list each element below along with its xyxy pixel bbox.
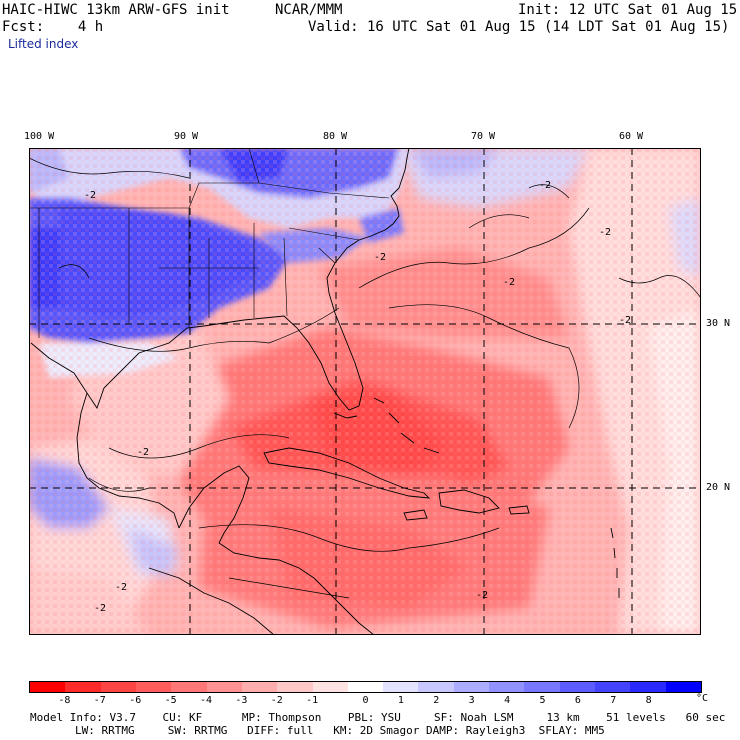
colorbar-tick: -3 bbox=[235, 695, 248, 706]
map-frame bbox=[29, 148, 701, 635]
colorbar-swatch bbox=[171, 682, 207, 692]
colorbar-tick: 7 bbox=[610, 695, 617, 706]
agency-label: NCAR/MMM bbox=[275, 2, 343, 18]
lon-label-60w: 60 W bbox=[619, 131, 644, 142]
colorbar-swatch bbox=[277, 682, 313, 692]
colorbar-swatch bbox=[418, 682, 454, 692]
colorbar-tick: -1 bbox=[306, 695, 319, 706]
model-info-line-2: LW: RRTMG SW: RRTMG DIFF: full KM: 2D Sm… bbox=[75, 724, 605, 737]
colorbar-tick: -2 bbox=[270, 695, 283, 706]
colorbar-swatch bbox=[241, 682, 278, 692]
contour-label: -2 bbox=[137, 447, 149, 458]
colorbar-tick: 3 bbox=[468, 695, 475, 706]
contour-label: -2 bbox=[115, 582, 127, 593]
colorbar-swatch bbox=[135, 682, 172, 692]
lat-lon-grid bbox=[29, 148, 701, 635]
colorbar-tick: 8 bbox=[645, 695, 652, 706]
colorbar-swatch bbox=[559, 682, 595, 692]
lon-label-100w: 100 W bbox=[24, 131, 55, 142]
colorbar-tick: -8 bbox=[58, 695, 71, 706]
colorbar-swatch bbox=[312, 682, 348, 692]
colorbar-tick: 2 bbox=[433, 695, 440, 706]
colorbar-tick: -4 bbox=[199, 695, 213, 706]
contour-label: -2 bbox=[476, 590, 488, 601]
lat-label-20n: 20 N bbox=[706, 482, 731, 493]
contour-label: -2 bbox=[84, 190, 96, 201]
colorbar-swatch bbox=[65, 682, 101, 692]
contour-label: -2 bbox=[619, 315, 631, 326]
colorbar-swatch bbox=[595, 682, 631, 692]
colorbar-swatch bbox=[524, 682, 560, 692]
model-info-line-1: Model Info: V3.7 CU: KF MP: Thompson PBL… bbox=[30, 711, 726, 724]
colorbar-unit: °C bbox=[696, 693, 709, 704]
colorbar-swatch bbox=[453, 682, 490, 692]
colorbar-swatch bbox=[665, 682, 701, 692]
colorbar bbox=[29, 681, 702, 693]
colorbar-tick: 0 bbox=[362, 695, 369, 706]
colorbar-swatch bbox=[30, 682, 66, 692]
colorbar-tick: -6 bbox=[129, 695, 142, 706]
colorbar-tick: -7 bbox=[93, 695, 106, 706]
forecast-hour: Fcst: 4 h bbox=[2, 19, 104, 35]
colorbar-tick: 6 bbox=[574, 695, 581, 706]
lifted-index-map: -2 -2 -2 -2 -2 -2 -2 -2 -2 -2 bbox=[29, 148, 701, 635]
contour-lines bbox=[29, 157, 701, 599]
lon-label-80w: 80 W bbox=[323, 131, 348, 142]
contour-labels: -2 -2 -2 -2 -2 -2 -2 -2 -2 -2 bbox=[84, 180, 631, 614]
colorbar-swatch bbox=[630, 682, 666, 692]
field-name: Lifted index bbox=[8, 37, 79, 51]
coastlines bbox=[30, 148, 620, 635]
contour-label: -2 bbox=[539, 180, 551, 191]
model-title: HAIC-HIWC 13km ARW-GFS init bbox=[2, 2, 230, 18]
colorbar-swatch bbox=[100, 682, 136, 692]
state-borders bbox=[29, 148, 390, 338]
colorbar-swatch bbox=[347, 682, 384, 692]
colorbar-tick: 4 bbox=[504, 695, 511, 706]
valid-time: Valid: 16 UTC Sat 01 Aug 15 (14 LDT Sat … bbox=[308, 19, 730, 35]
contour-label: -2 bbox=[374, 252, 386, 263]
lon-label-90w: 90 W bbox=[174, 131, 199, 142]
init-time: Init: 12 UTC Sat 01 Aug 15 bbox=[518, 2, 738, 18]
contour-label: -2 bbox=[599, 227, 611, 238]
colorbar-swatch bbox=[489, 682, 525, 692]
colorbar-swatch bbox=[383, 682, 419, 692]
contour-label: -2 bbox=[94, 603, 106, 614]
contour-label: -2 bbox=[503, 277, 515, 288]
field-texture bbox=[29, 148, 701, 635]
colorbar-tick: 5 bbox=[539, 695, 546, 706]
lon-label-70w: 70 W bbox=[471, 131, 496, 142]
colorbar-tick: 1 bbox=[397, 695, 404, 706]
colorbar-swatch bbox=[206, 682, 242, 692]
colorbar-tick: -5 bbox=[164, 695, 177, 706]
lat-label-30n: 30 N bbox=[706, 318, 731, 329]
